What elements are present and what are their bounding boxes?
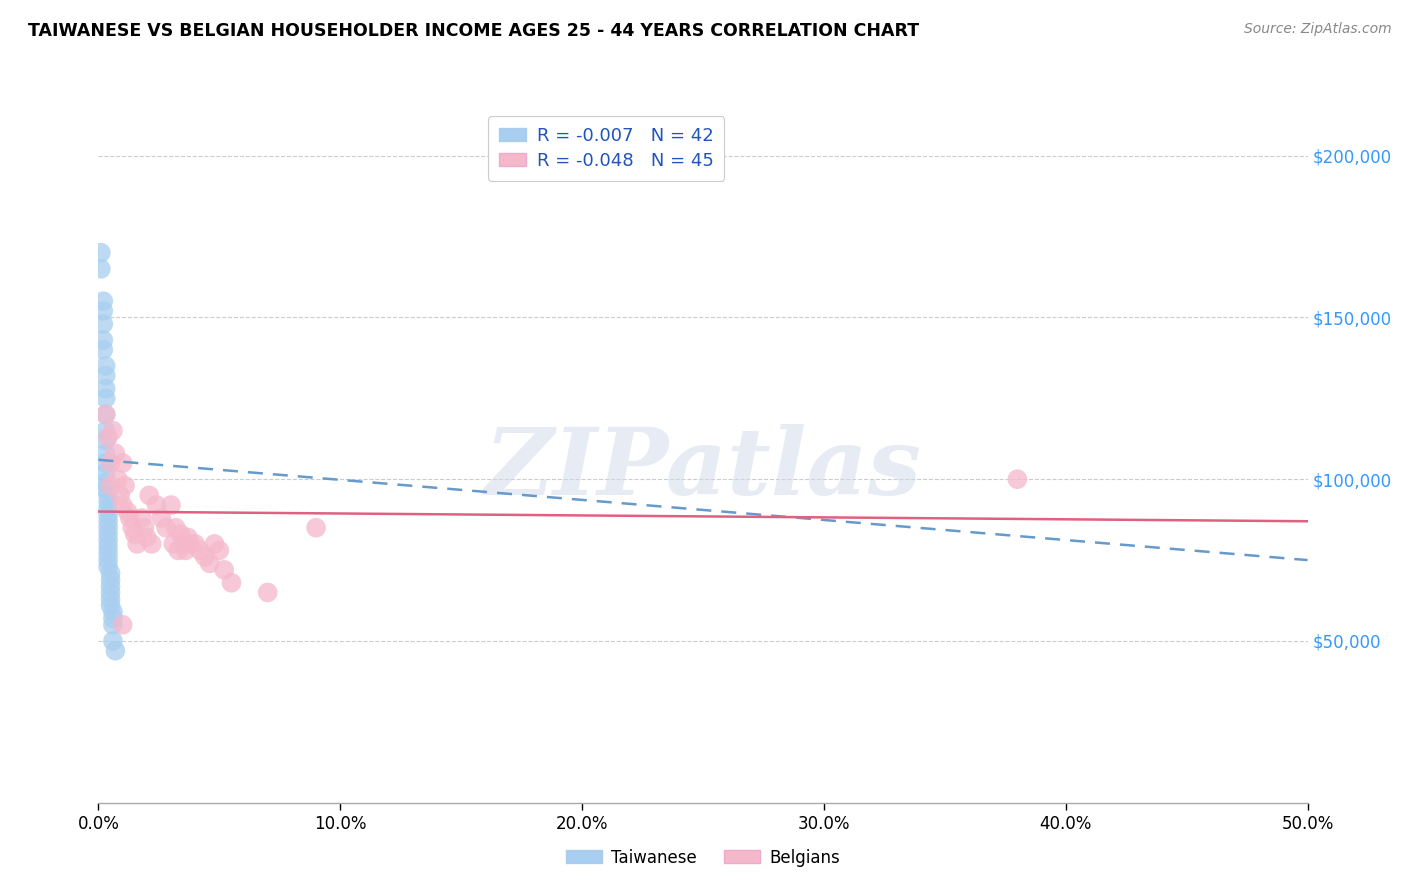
Point — [90, 245, 112, 260]
Point — [100, 585, 122, 599]
Point — [97, 553, 120, 567]
Point — [97, 521, 120, 535]
Text: ZIPatlas: ZIPatlas — [485, 424, 921, 514]
Point — [108, 488, 131, 502]
Point — [204, 537, 226, 551]
Point — [174, 543, 197, 558]
Point — [169, 527, 191, 541]
Point — [104, 446, 127, 460]
Point — [91, 317, 114, 331]
Point — [97, 495, 120, 509]
Point — [124, 527, 146, 541]
Point — [111, 456, 134, 470]
Point — [94, 456, 117, 470]
Point — [94, 466, 117, 480]
Point — [97, 527, 120, 541]
Point — [97, 430, 120, 444]
Point — [111, 498, 134, 512]
Point — [172, 537, 194, 551]
Point — [162, 537, 184, 551]
Point — [194, 549, 217, 564]
Point — [97, 533, 120, 548]
Point — [114, 478, 136, 492]
Point — [94, 392, 117, 406]
Point — [155, 521, 177, 535]
Text: Source: ZipAtlas.com: Source: ZipAtlas.com — [1244, 22, 1392, 37]
Point — [135, 531, 157, 545]
Point — [111, 617, 134, 632]
Point — [150, 511, 173, 525]
Point — [100, 478, 122, 492]
Point — [100, 579, 122, 593]
Point — [91, 333, 114, 347]
Point — [127, 537, 149, 551]
Point — [131, 511, 153, 525]
Point — [165, 521, 187, 535]
Point — [94, 424, 117, 438]
Point — [179, 537, 201, 551]
Point — [134, 521, 156, 535]
Legend: Taiwanese, Belgians: Taiwanese, Belgians — [558, 841, 848, 874]
Point — [100, 573, 122, 587]
Point — [91, 294, 114, 309]
Point — [94, 382, 117, 396]
Point — [100, 599, 122, 613]
Point — [101, 634, 124, 648]
Point — [97, 547, 120, 561]
Point — [198, 557, 221, 571]
Point — [94, 408, 117, 422]
Point — [97, 559, 120, 574]
Point — [221, 575, 243, 590]
Point — [94, 434, 117, 448]
Point — [107, 472, 129, 486]
Point — [121, 521, 143, 535]
Point — [94, 482, 117, 496]
Point — [141, 537, 163, 551]
Point — [100, 566, 122, 580]
Point — [184, 537, 207, 551]
Point — [101, 617, 124, 632]
Point — [101, 605, 124, 619]
Point — [118, 511, 141, 525]
Point — [94, 368, 117, 383]
Text: TAIWANESE VS BELGIAN HOUSEHOLDER INCOME AGES 25 - 44 YEARS CORRELATION CHART: TAIWANESE VS BELGIAN HOUSEHOLDER INCOME … — [28, 22, 920, 40]
Point — [104, 643, 127, 657]
Point — [117, 504, 139, 518]
Point — [212, 563, 235, 577]
Point — [101, 424, 124, 438]
Point — [94, 359, 117, 373]
Point — [145, 498, 167, 512]
Point — [177, 531, 200, 545]
Point — [1007, 472, 1029, 486]
Point — [91, 343, 114, 357]
Point — [97, 488, 120, 502]
Point — [167, 543, 190, 558]
Point — [188, 543, 211, 558]
Point — [90, 261, 112, 276]
Point — [256, 585, 278, 599]
Point — [100, 456, 122, 470]
Point — [101, 611, 124, 625]
Point — [94, 475, 117, 490]
Point — [91, 304, 114, 318]
Point — [97, 540, 120, 554]
Point — [94, 446, 117, 460]
Point — [94, 408, 117, 422]
Point — [97, 501, 120, 516]
Point — [97, 514, 120, 528]
Point — [208, 543, 231, 558]
Point — [97, 508, 120, 522]
Point — [138, 488, 160, 502]
Point — [100, 591, 122, 606]
Point — [160, 498, 183, 512]
Point — [305, 521, 328, 535]
